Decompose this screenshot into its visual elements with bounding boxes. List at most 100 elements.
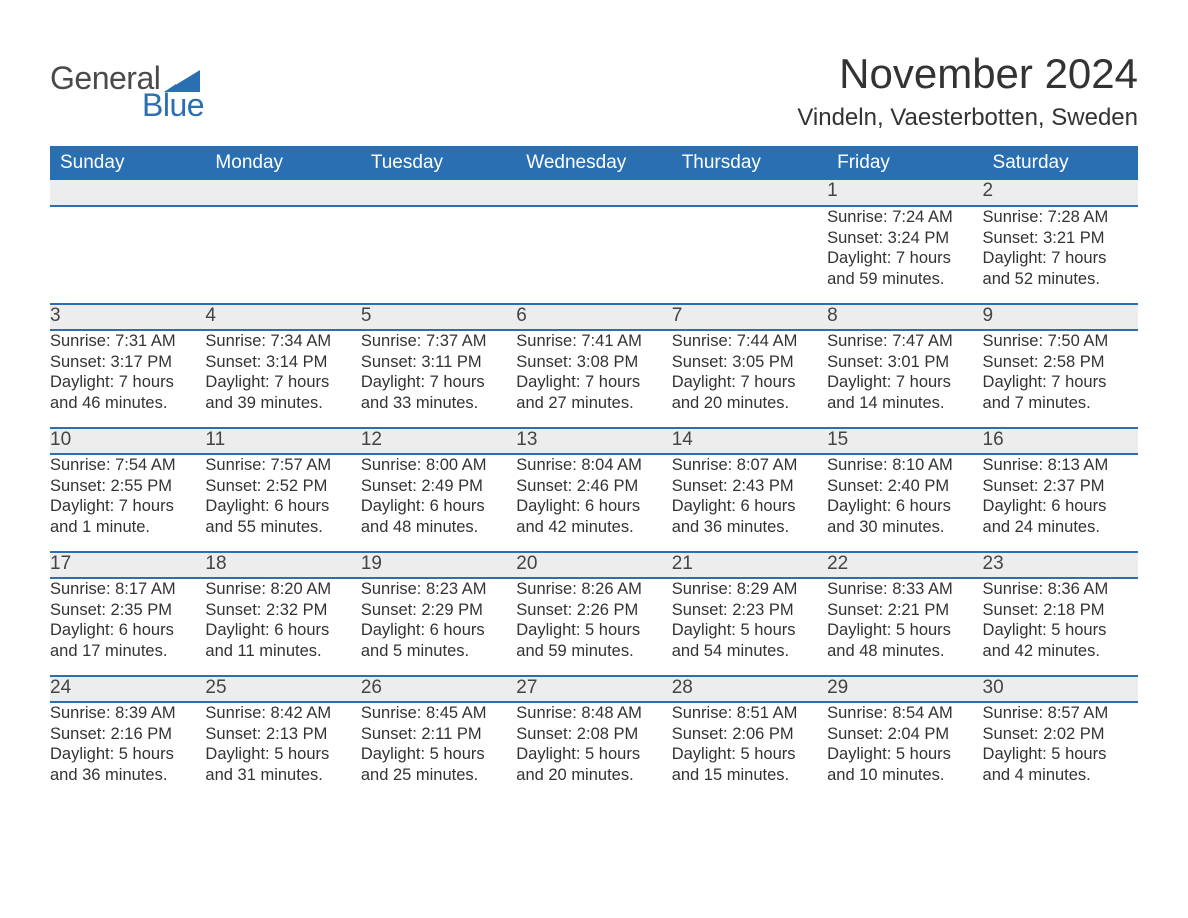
sunrise-text: Sunrise: 7:34 AM (205, 331, 360, 352)
sunset-text: Sunset: 3:17 PM (50, 352, 205, 373)
day-content-cell: Sunrise: 7:34 AMSunset: 3:14 PMDaylight:… (205, 330, 360, 428)
day-content-cell: Sunrise: 7:37 AMSunset: 3:11 PMDaylight:… (361, 330, 516, 428)
day-number-row: 17181920212223 (50, 552, 1138, 578)
day-content-row: Sunrise: 7:31 AMSunset: 3:17 PMDaylight:… (50, 330, 1138, 428)
logo-text-blue: Blue (142, 87, 204, 124)
sunset-text: Sunset: 2:02 PM (983, 724, 1138, 745)
weekday-header: Tuesday (361, 146, 516, 180)
daylight-text: Daylight: 6 hours and 30 minutes. (827, 496, 982, 537)
day-content-cell (672, 206, 827, 304)
sunrise-text: Sunrise: 7:41 AM (516, 331, 671, 352)
day-content-cell: Sunrise: 8:17 AMSunset: 2:35 PMDaylight:… (50, 578, 205, 676)
daylight-text: Daylight: 6 hours and 24 minutes. (983, 496, 1138, 537)
day-content-cell: Sunrise: 8:26 AMSunset: 2:26 PMDaylight:… (516, 578, 671, 676)
sunrise-text: Sunrise: 7:50 AM (983, 331, 1138, 352)
sunrise-text: Sunrise: 8:17 AM (50, 579, 205, 600)
sunset-text: Sunset: 3:14 PM (205, 352, 360, 373)
sunrise-text: Sunrise: 8:45 AM (361, 703, 516, 724)
day-number-cell (50, 180, 205, 206)
day-content-cell: Sunrise: 8:00 AMSunset: 2:49 PMDaylight:… (361, 454, 516, 552)
day-content-cell: Sunrise: 8:10 AMSunset: 2:40 PMDaylight:… (827, 454, 982, 552)
calendar-body: 12 Sunrise: 7:24 AMSunset: 3:24 PMDaylig… (50, 180, 1138, 800)
day-content-cell: Sunrise: 7:31 AMSunset: 3:17 PMDaylight:… (50, 330, 205, 428)
sunrise-text: Sunrise: 8:10 AM (827, 455, 982, 476)
day-number-cell: 5 (361, 304, 516, 330)
day-content-cell: Sunrise: 8:51 AMSunset: 2:06 PMDaylight:… (672, 702, 827, 800)
day-number-cell: 10 (50, 428, 205, 454)
daylight-text: Daylight: 6 hours and 42 minutes. (516, 496, 671, 537)
page: General Blue November 2024 Vindeln, Vaes… (0, 0, 1188, 850)
sunset-text: Sunset: 2:49 PM (361, 476, 516, 497)
day-number-cell (516, 180, 671, 206)
day-number-cell: 27 (516, 676, 671, 702)
calendar-table: SundayMondayTuesdayWednesdayThursdayFrid… (50, 146, 1138, 800)
sunset-text: Sunset: 3:11 PM (361, 352, 516, 373)
sunrise-text: Sunrise: 8:39 AM (50, 703, 205, 724)
sunset-text: Sunset: 2:52 PM (205, 476, 360, 497)
sunset-text: Sunset: 2:40 PM (827, 476, 982, 497)
sunset-text: Sunset: 3:08 PM (516, 352, 671, 373)
daylight-text: Daylight: 7 hours and 7 minutes. (983, 372, 1138, 413)
day-content-cell: Sunrise: 8:42 AMSunset: 2:13 PMDaylight:… (205, 702, 360, 800)
daylight-text: Daylight: 5 hours and 42 minutes. (983, 620, 1138, 661)
day-number-cell: 25 (205, 676, 360, 702)
sunset-text: Sunset: 2:16 PM (50, 724, 205, 745)
daylight-text: Daylight: 6 hours and 5 minutes. (361, 620, 516, 661)
sunrise-text: Sunrise: 8:29 AM (672, 579, 827, 600)
day-content-cell: Sunrise: 7:57 AMSunset: 2:52 PMDaylight:… (205, 454, 360, 552)
day-number-cell: 19 (361, 552, 516, 578)
day-number-cell: 23 (983, 552, 1138, 578)
sunset-text: Sunset: 2:43 PM (672, 476, 827, 497)
day-content-cell: Sunrise: 8:45 AMSunset: 2:11 PMDaylight:… (361, 702, 516, 800)
daylight-text: Daylight: 6 hours and 36 minutes. (672, 496, 827, 537)
sunset-text: Sunset: 2:18 PM (983, 600, 1138, 621)
day-number-cell: 1 (827, 180, 982, 206)
sunrise-text: Sunrise: 8:48 AM (516, 703, 671, 724)
daylight-text: Daylight: 5 hours and 48 minutes. (827, 620, 982, 661)
title-location: Vindeln, Vaesterbotten, Sweden (797, 104, 1138, 132)
sunrise-text: Sunrise: 8:51 AM (672, 703, 827, 724)
day-content-cell: Sunrise: 7:50 AMSunset: 2:58 PMDaylight:… (983, 330, 1138, 428)
sunset-text: Sunset: 3:01 PM (827, 352, 982, 373)
day-number-cell: 18 (205, 552, 360, 578)
sunset-text: Sunset: 2:04 PM (827, 724, 982, 745)
day-number-cell: 17 (50, 552, 205, 578)
day-number-cell: 4 (205, 304, 360, 330)
sunrise-text: Sunrise: 7:54 AM (50, 455, 205, 476)
sunrise-text: Sunrise: 8:23 AM (361, 579, 516, 600)
sunrise-text: Sunrise: 7:24 AM (827, 207, 982, 228)
day-number-row: 3456789 (50, 304, 1138, 330)
daylight-text: Daylight: 7 hours and 14 minutes. (827, 372, 982, 413)
day-content-cell (50, 206, 205, 304)
daylight-text: Daylight: 7 hours and 52 minutes. (983, 248, 1138, 289)
daylight-text: Daylight: 7 hours and 1 minute. (50, 496, 205, 537)
sunset-text: Sunset: 2:55 PM (50, 476, 205, 497)
day-number-cell: 6 (516, 304, 671, 330)
weekday-header: Sunday (50, 146, 205, 180)
day-number-cell (672, 180, 827, 206)
title-block: November 2024 Vindeln, Vaesterbotten, Sw… (797, 40, 1138, 146)
sunset-text: Sunset: 3:05 PM (672, 352, 827, 373)
day-content-cell: Sunrise: 7:47 AMSunset: 3:01 PMDaylight:… (827, 330, 982, 428)
day-number-cell: 13 (516, 428, 671, 454)
sunset-text: Sunset: 3:24 PM (827, 228, 982, 249)
day-number-cell: 24 (50, 676, 205, 702)
sunset-text: Sunset: 2:13 PM (205, 724, 360, 745)
day-number-row: 24252627282930 (50, 676, 1138, 702)
day-content-cell: Sunrise: 8:48 AMSunset: 2:08 PMDaylight:… (516, 702, 671, 800)
sunset-text: Sunset: 2:32 PM (205, 600, 360, 621)
sunrise-text: Sunrise: 8:42 AM (205, 703, 360, 724)
sunrise-text: Sunrise: 7:57 AM (205, 455, 360, 476)
day-content-cell: Sunrise: 8:23 AMSunset: 2:29 PMDaylight:… (361, 578, 516, 676)
day-number-row: 10111213141516 (50, 428, 1138, 454)
day-content-cell: Sunrise: 7:54 AMSunset: 2:55 PMDaylight:… (50, 454, 205, 552)
day-content-cell (516, 206, 671, 304)
day-content-cell: Sunrise: 7:44 AMSunset: 3:05 PMDaylight:… (672, 330, 827, 428)
daylight-text: Daylight: 6 hours and 55 minutes. (205, 496, 360, 537)
logo: General Blue (50, 40, 204, 124)
weekday-header: Saturday (983, 146, 1138, 180)
day-content-row: Sunrise: 8:17 AMSunset: 2:35 PMDaylight:… (50, 578, 1138, 676)
sunrise-text: Sunrise: 8:36 AM (983, 579, 1138, 600)
sunrise-text: Sunrise: 8:54 AM (827, 703, 982, 724)
daylight-text: Daylight: 5 hours and 59 minutes. (516, 620, 671, 661)
